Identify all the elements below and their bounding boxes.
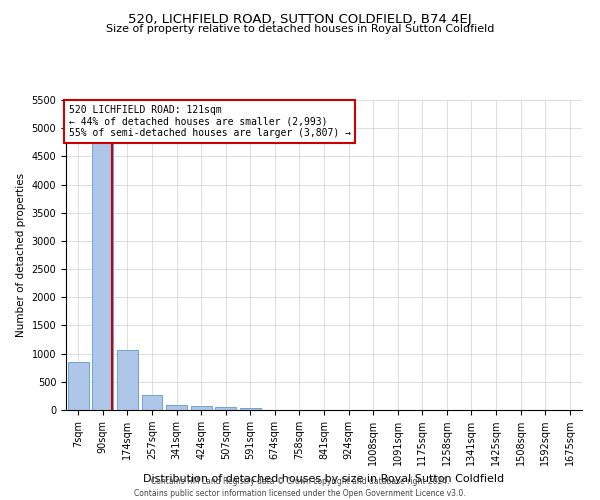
Bar [117,350,138,410]
Text: Contains HM Land Registry data © Crown copyright and database right 2024.
Contai: Contains HM Land Registry data © Crown c… [134,476,466,498]
Bar [92,122,113,410]
Bar [142,395,163,410]
Bar [215,407,236,410]
Bar [240,408,261,410]
Bar [166,404,187,410]
Y-axis label: Number of detached properties: Number of detached properties [16,173,26,337]
Bar [191,406,212,410]
Bar [68,362,89,410]
X-axis label: Distribution of detached houses by size in Royal Sutton Coldfield: Distribution of detached houses by size … [143,474,505,484]
Text: Size of property relative to detached houses in Royal Sutton Coldfield: Size of property relative to detached ho… [106,24,494,34]
Text: 520, LICHFIELD ROAD, SUTTON COLDFIELD, B74 4EJ: 520, LICHFIELD ROAD, SUTTON COLDFIELD, B… [128,12,472,26]
Text: 520 LICHFIELD ROAD: 121sqm
← 44% of detached houses are smaller (2,993)
55% of s: 520 LICHFIELD ROAD: 121sqm ← 44% of deta… [68,104,350,138]
